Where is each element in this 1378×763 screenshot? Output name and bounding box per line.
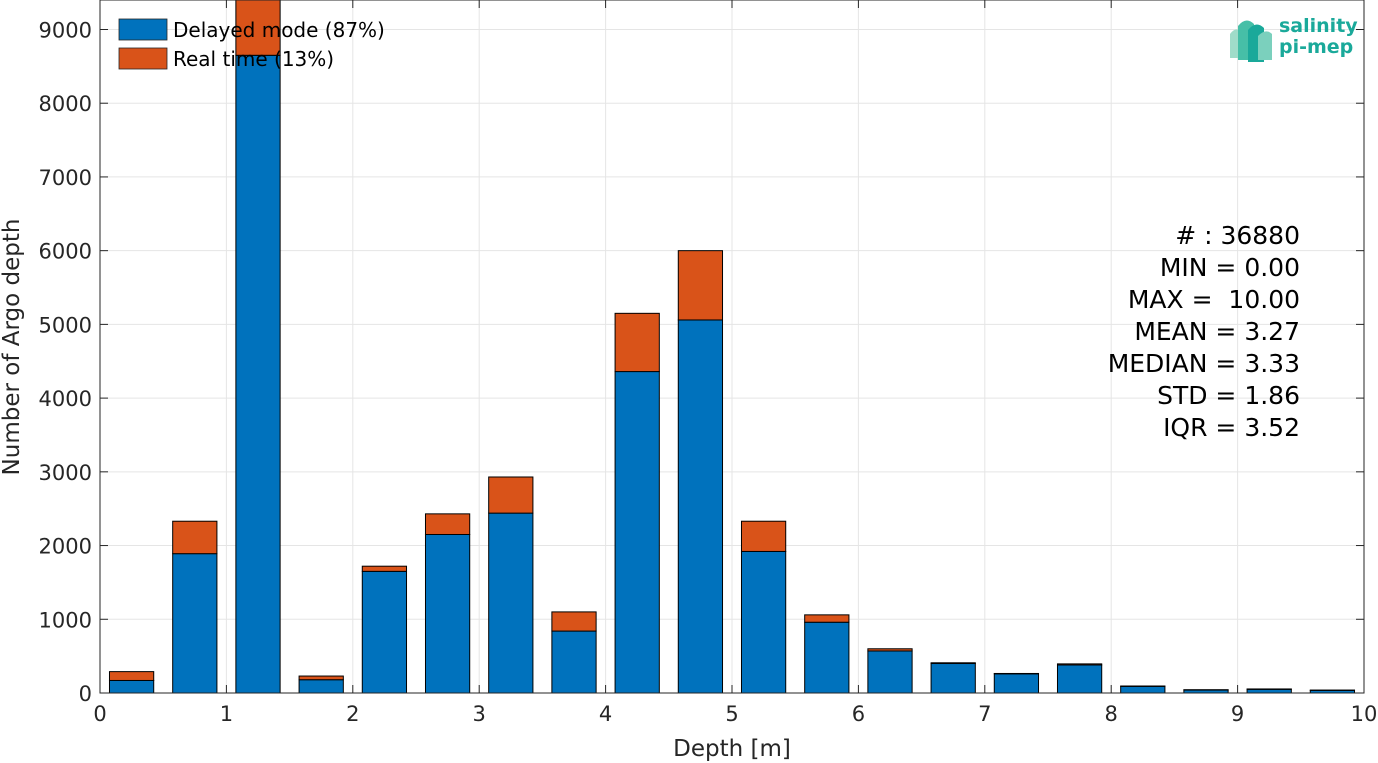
stats-median: MEDIAN = 3.33: [1108, 349, 1300, 378]
x-tick-label: 1: [220, 702, 233, 726]
salinity-pimep-logo: salinity pi-mep: [1230, 15, 1358, 63]
tick-labels: 0 1 2 3 4 5 6 7 8 9 10 0 1000 2000 3000 4000 5000 6000 700…: [39, 18, 1378, 726]
bar-real-time: [740, 520, 787, 552]
x-tick-label: 0: [93, 702, 106, 726]
y-tick-label: 6000: [39, 240, 92, 264]
legend-swatch-delayed: [118, 18, 168, 41]
bar-delayed-mode: [930, 663, 976, 694]
y-tick-label: 1000: [39, 608, 92, 632]
y-tick-label: 9000: [39, 18, 92, 42]
bar-delayed-mode: [867, 650, 913, 694]
axes: [99, 0, 1365, 694]
stats-box: # : 36880 MIN = 0.00 MAX = 10.00 MEAN = …: [1108, 221, 1300, 442]
legend-swatch-realtime: [118, 47, 168, 70]
bar-delayed-mode: [614, 371, 660, 694]
bar-delayed-mode: [235, 54, 281, 694]
x-axis-title: Depth [m]: [673, 736, 791, 762]
stats-min: MIN = 0.00: [1160, 253, 1300, 282]
bar-real-time: [108, 671, 155, 681]
bar-real-time: [930, 662, 976, 665]
bar-real-time: [361, 565, 408, 572]
x-tick-label: 7: [978, 702, 991, 726]
bar-real-time: [867, 648, 913, 652]
x-tick-label: 9: [1231, 702, 1244, 726]
bar-delayed-mode: [488, 512, 534, 694]
logo-text-pimep: pi-mep: [1279, 36, 1353, 58]
bar-delayed-mode: [804, 621, 850, 694]
bar-real-time: [677, 250, 724, 321]
x-tick-label: 2: [346, 702, 359, 726]
stats-count: # : 36880: [1175, 221, 1300, 250]
bar-delayed-mode: [172, 553, 218, 694]
bar-real-time: [172, 520, 218, 555]
logo-waves-icon: [1230, 20, 1272, 63]
bars: [108, 0, 1356, 694]
logo-text-salinity: salinity: [1279, 15, 1358, 37]
stats-mean: MEAN = 3.27: [1134, 317, 1300, 346]
stats-max: MAX = 10.00: [1128, 285, 1300, 314]
bar-delayed-mode: [298, 679, 344, 694]
y-tick-label: 3000: [39, 461, 92, 485]
bar-real-time: [551, 611, 597, 632]
stats-iqr: IQR = 3.52: [1163, 413, 1300, 442]
bar-delayed-mode: [424, 533, 471, 694]
y-tick-label: 8000: [39, 92, 92, 116]
bar-real-time: [298, 675, 344, 681]
bar-real-time: [804, 614, 850, 623]
y-tick-label: 5000: [39, 313, 92, 337]
bar-real-time: [235, 0, 281, 56]
bar-delayed-mode: [551, 630, 597, 694]
legend-label-delayed: Delayed mode (87%): [173, 18, 385, 42]
bar-real-time: [488, 476, 534, 514]
x-tick-label: 10: [1351, 702, 1378, 726]
legend: Delayed mode (87%) Real time (13%): [118, 18, 385, 71]
bar-delayed-mode: [740, 550, 787, 694]
bar-delayed-mode: [993, 673, 1040, 694]
x-tick-label: 8: [1105, 702, 1118, 726]
bar-delayed-mode: [1056, 664, 1103, 694]
legend-label-realtime: Real time (13%): [173, 47, 334, 71]
stats-std: STD = 1.86: [1157, 381, 1300, 410]
y-tick-label: 0: [79, 682, 92, 706]
bar-real-time: [1056, 663, 1103, 666]
bar-delayed-mode: [1120, 685, 1166, 694]
x-tick-label: 4: [599, 702, 612, 726]
bar-real-time: [424, 513, 471, 535]
bar-delayed-mode: [108, 679, 155, 694]
bar-delayed-mode: [677, 319, 724, 694]
bar-real-time: [614, 312, 660, 373]
bar-delayed-mode: [1246, 688, 1292, 694]
bar-delayed-mode: [361, 570, 408, 694]
x-tick-label: 5: [725, 702, 738, 726]
x-tick-label: 6: [852, 702, 865, 726]
y-tick-label: 7000: [39, 166, 92, 190]
y-tick-label: 2000: [39, 535, 92, 559]
y-axis-title: Number of Argo depth: [0, 219, 25, 476]
y-tick-label: 4000: [39, 387, 92, 411]
x-tick-label: 3: [473, 702, 486, 726]
